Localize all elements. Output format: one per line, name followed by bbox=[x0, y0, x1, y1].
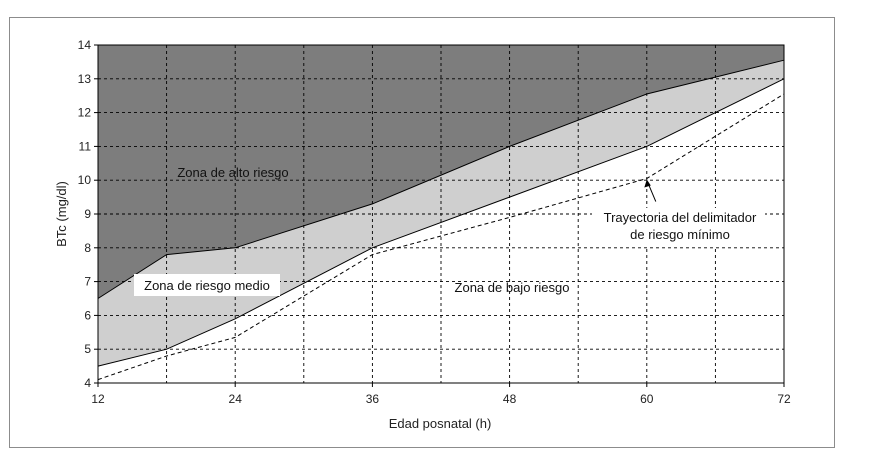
y-tick-label: 12 bbox=[78, 106, 92, 120]
y-tick-label: 7 bbox=[84, 275, 91, 289]
zone-label-low: Zona de bajo riesgo bbox=[455, 280, 570, 295]
y-tick-label: 8 bbox=[84, 241, 91, 255]
y-tick-label: 11 bbox=[79, 139, 92, 153]
annotation-arrow-head bbox=[644, 179, 651, 188]
x-tick-label: 36 bbox=[366, 392, 380, 406]
annotation-line-2: de riesgo mínimo bbox=[630, 227, 730, 242]
y-tick-label: 9 bbox=[84, 207, 91, 221]
upper-boundary-line bbox=[97, 59, 785, 299]
y-tick-label: 13 bbox=[78, 72, 92, 86]
y-tick-label: 6 bbox=[84, 308, 91, 322]
annotation-bg bbox=[592, 208, 765, 246]
boundary-lines bbox=[97, 59, 785, 381]
x-tick-label: 48 bbox=[503, 392, 517, 406]
tick-labels: 4 5 6 7 8 9 10 11 12 13 14 12 24 36 48 60 72 bbox=[78, 38, 791, 406]
zone-label-medium: Zona de riesgo medio bbox=[144, 278, 270, 293]
lower-boundary-line bbox=[97, 78, 785, 367]
annotation-arrow bbox=[644, 179, 657, 202]
x-tick-label: 60 bbox=[640, 392, 654, 406]
minimum-delimiter-line bbox=[97, 93, 785, 381]
y-tick-label: 10 bbox=[78, 173, 92, 187]
y-tick-label: 14 bbox=[78, 38, 92, 52]
y-axis-title: BTc (mg/dl) bbox=[54, 181, 69, 247]
y-tick-label: 5 bbox=[84, 342, 91, 356]
x-tick-label: 12 bbox=[91, 392, 105, 406]
x-tick-label: 24 bbox=[229, 392, 243, 406]
annotation-line-1: Trayectoria del delimitador bbox=[604, 210, 757, 225]
x-axis-title: Edad posnatal (h) bbox=[389, 416, 492, 431]
y-tick-label: 4 bbox=[84, 376, 91, 390]
x-tick-label: 72 bbox=[777, 392, 791, 406]
zone-label-high: Zona de alto riesgo bbox=[177, 165, 288, 180]
zone-label-medium-bg bbox=[134, 274, 280, 296]
